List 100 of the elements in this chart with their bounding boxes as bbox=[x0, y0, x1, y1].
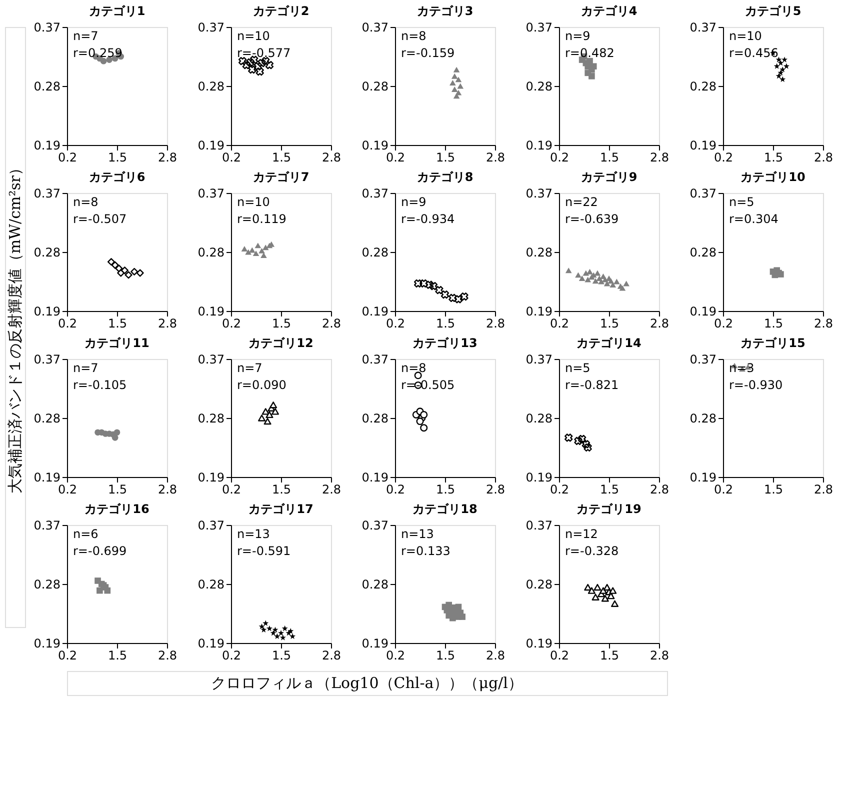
y-tick-label: 0.37 bbox=[34, 186, 60, 200]
y-tick-label: 0.37 bbox=[34, 352, 60, 366]
x-axis-title: クロロフィルａ（Log10（Chl-a））（μg/l） bbox=[211, 674, 523, 692]
x-tick-label: 1.5 bbox=[436, 648, 456, 662]
annotation: r=0.456 bbox=[729, 46, 778, 60]
chart-title: カテゴリ5 bbox=[744, 4, 802, 18]
x-tick-label: 1.5 bbox=[108, 482, 128, 496]
y-tick-label: 0.19 bbox=[690, 304, 716, 318]
y-tick-label: 0.19 bbox=[690, 470, 716, 484]
x-tick-label: 0.2 bbox=[550, 150, 570, 164]
chart-title: カテゴリ9 bbox=[580, 170, 638, 184]
y-tick-label: 0.28 bbox=[34, 412, 60, 426]
x-tick-label: 1.5 bbox=[600, 316, 620, 330]
x-tick-label: 1.5 bbox=[600, 648, 620, 662]
y-tick-label: 0.19 bbox=[34, 304, 60, 318]
annotation: n=3 bbox=[729, 361, 754, 375]
y-tick-label: 0.19 bbox=[34, 470, 60, 484]
annotation: n=8 bbox=[73, 195, 98, 209]
y-tick-label: 0.19 bbox=[34, 636, 60, 650]
annotation: r=-0.577 bbox=[237, 46, 291, 60]
y-tick-label: 0.19 bbox=[362, 470, 388, 484]
annotation: r=-0.507 bbox=[73, 212, 127, 226]
annotation: n=10 bbox=[237, 195, 270, 209]
y-axis-title: 大気補正済バンド１の反射輝度値（mW/cm²sr） bbox=[6, 160, 24, 494]
y-tick-label: 0.28 bbox=[690, 412, 716, 426]
y-tick-label: 0.37 bbox=[34, 20, 60, 34]
x-tick-label: 0.2 bbox=[222, 316, 242, 330]
y-tick-label: 0.28 bbox=[362, 578, 388, 592]
annotation: n=7 bbox=[73, 29, 98, 43]
y-tick-label: 0.19 bbox=[362, 304, 388, 318]
chart-title: カテゴリ4 bbox=[580, 4, 638, 18]
chart-title: カテゴリ10 bbox=[740, 170, 806, 184]
x-tick-label: 1.5 bbox=[600, 150, 620, 164]
y-tick-label: 0.28 bbox=[690, 246, 716, 260]
chart-title: カテゴリ19 bbox=[576, 502, 642, 516]
x-tick-label: 0.2 bbox=[222, 482, 242, 496]
y-tick-label: 0.19 bbox=[198, 304, 224, 318]
x-tick-label: 2.8 bbox=[486, 648, 506, 662]
y-tick-label: 0.37 bbox=[362, 352, 388, 366]
x-tick-label: 0.2 bbox=[58, 648, 78, 662]
x-tick-label: 1.5 bbox=[436, 150, 456, 164]
x-tick-label: 0.2 bbox=[550, 316, 570, 330]
y-tick-label: 0.28 bbox=[198, 412, 224, 426]
x-tick-label: 1.5 bbox=[272, 316, 292, 330]
chart-title: カテゴリ12 bbox=[248, 336, 314, 350]
chart-title: カテゴリ8 bbox=[416, 170, 474, 184]
y-tick-label: 0.28 bbox=[198, 578, 224, 592]
y-tick-label: 0.28 bbox=[690, 80, 716, 94]
x-tick-label: 2.8 bbox=[814, 482, 834, 496]
y-tick-label: 0.28 bbox=[34, 578, 60, 592]
y-tick-label: 0.28 bbox=[34, 246, 60, 260]
y-tick-label: 0.28 bbox=[362, 80, 388, 94]
y-tick-label: 0.28 bbox=[362, 246, 388, 260]
x-tick-label: 2.8 bbox=[158, 648, 178, 662]
y-tick-label: 0.37 bbox=[526, 20, 552, 34]
x-tick-label: 0.2 bbox=[386, 648, 406, 662]
annotation: r=-0.821 bbox=[565, 378, 619, 392]
annotation: r=0.090 bbox=[237, 378, 286, 392]
annotation: r=-0.930 bbox=[729, 378, 783, 392]
annotation: n=12 bbox=[565, 527, 598, 541]
x-tick-label: 0.2 bbox=[550, 648, 570, 662]
y-tick-label: 0.37 bbox=[198, 20, 224, 34]
annotation: r=-0.105 bbox=[73, 378, 127, 392]
x-tick-label: 0.2 bbox=[386, 316, 406, 330]
chart-title: カテゴリ17 bbox=[248, 502, 314, 516]
y-tick-label: 0.28 bbox=[526, 246, 552, 260]
y-tick-label: 0.28 bbox=[198, 246, 224, 260]
x-tick-label: 1.5 bbox=[272, 482, 292, 496]
annotation: n=7 bbox=[73, 361, 98, 375]
x-tick-label: 2.8 bbox=[814, 316, 834, 330]
x-tick-label: 1.5 bbox=[600, 482, 620, 496]
annotation: r=-0.699 bbox=[73, 544, 127, 558]
annotation: n=10 bbox=[237, 29, 270, 43]
x-tick-label: 0.2 bbox=[714, 150, 734, 164]
y-tick-label: 0.28 bbox=[526, 412, 552, 426]
x-tick-label: 2.8 bbox=[158, 482, 178, 496]
annotation: r=0.304 bbox=[729, 212, 778, 226]
y-tick-label: 0.37 bbox=[198, 518, 224, 532]
chart-title: カテゴリ3 bbox=[416, 4, 474, 18]
chart-title: カテゴリ11 bbox=[84, 336, 150, 350]
annotation: n=13 bbox=[237, 527, 270, 541]
chart-title: カテゴリ14 bbox=[576, 336, 642, 350]
x-tick-label: 0.2 bbox=[550, 482, 570, 496]
annotation: r=0.119 bbox=[237, 212, 286, 226]
annotation: n=8 bbox=[401, 29, 426, 43]
y-tick-label: 0.37 bbox=[34, 518, 60, 532]
annotation: r=0.133 bbox=[401, 544, 450, 558]
x-tick-label: 2.8 bbox=[322, 150, 342, 164]
y-tick-label: 0.19 bbox=[198, 470, 224, 484]
y-tick-label: 0.37 bbox=[362, 518, 388, 532]
chart-title: カテゴリ1 bbox=[88, 4, 146, 18]
annotation: r=0.259 bbox=[73, 46, 122, 60]
x-tick-label: 0.2 bbox=[58, 482, 78, 496]
chart-title: カテゴリ13 bbox=[412, 336, 478, 350]
y-tick-label: 0.28 bbox=[34, 80, 60, 94]
x-tick-label: 2.8 bbox=[486, 150, 506, 164]
y-tick-label: 0.37 bbox=[362, 186, 388, 200]
y-tick-label: 0.19 bbox=[198, 138, 224, 152]
x-tick-label: 2.8 bbox=[814, 150, 834, 164]
y-tick-label: 0.37 bbox=[690, 20, 716, 34]
